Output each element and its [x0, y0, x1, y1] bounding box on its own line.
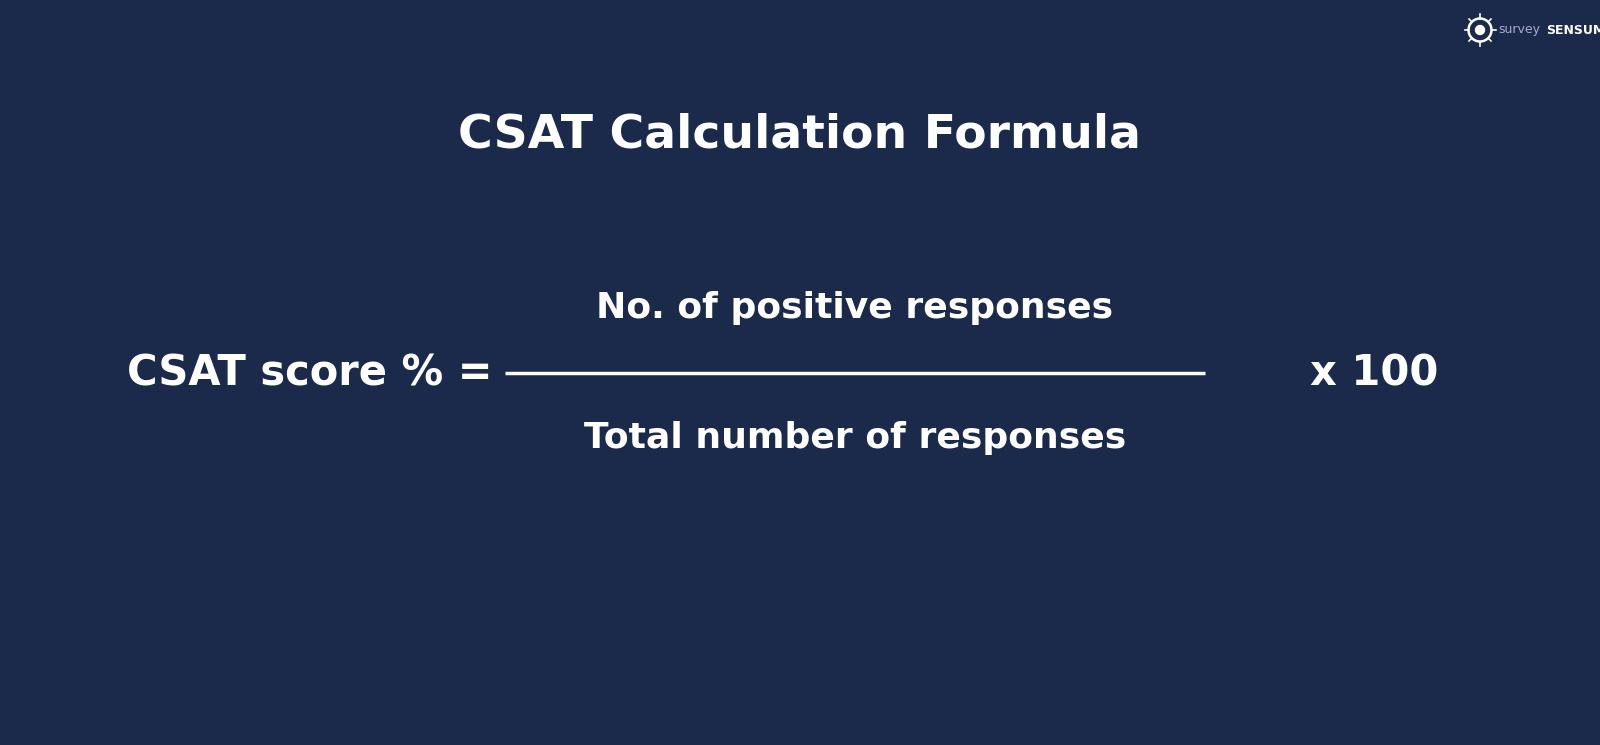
Text: SENSUM: SENSUM [1546, 24, 1600, 37]
Text: Total number of responses: Total number of responses [584, 421, 1126, 455]
Text: survey: survey [1498, 24, 1539, 37]
Text: CSAT score % =: CSAT score % = [128, 352, 493, 394]
Text: CSAT Calculation Formula: CSAT Calculation Formula [459, 112, 1141, 157]
Text: x 100: x 100 [1310, 352, 1438, 394]
Text: No. of positive responses: No. of positive responses [597, 291, 1114, 325]
Circle shape [1475, 25, 1485, 34]
